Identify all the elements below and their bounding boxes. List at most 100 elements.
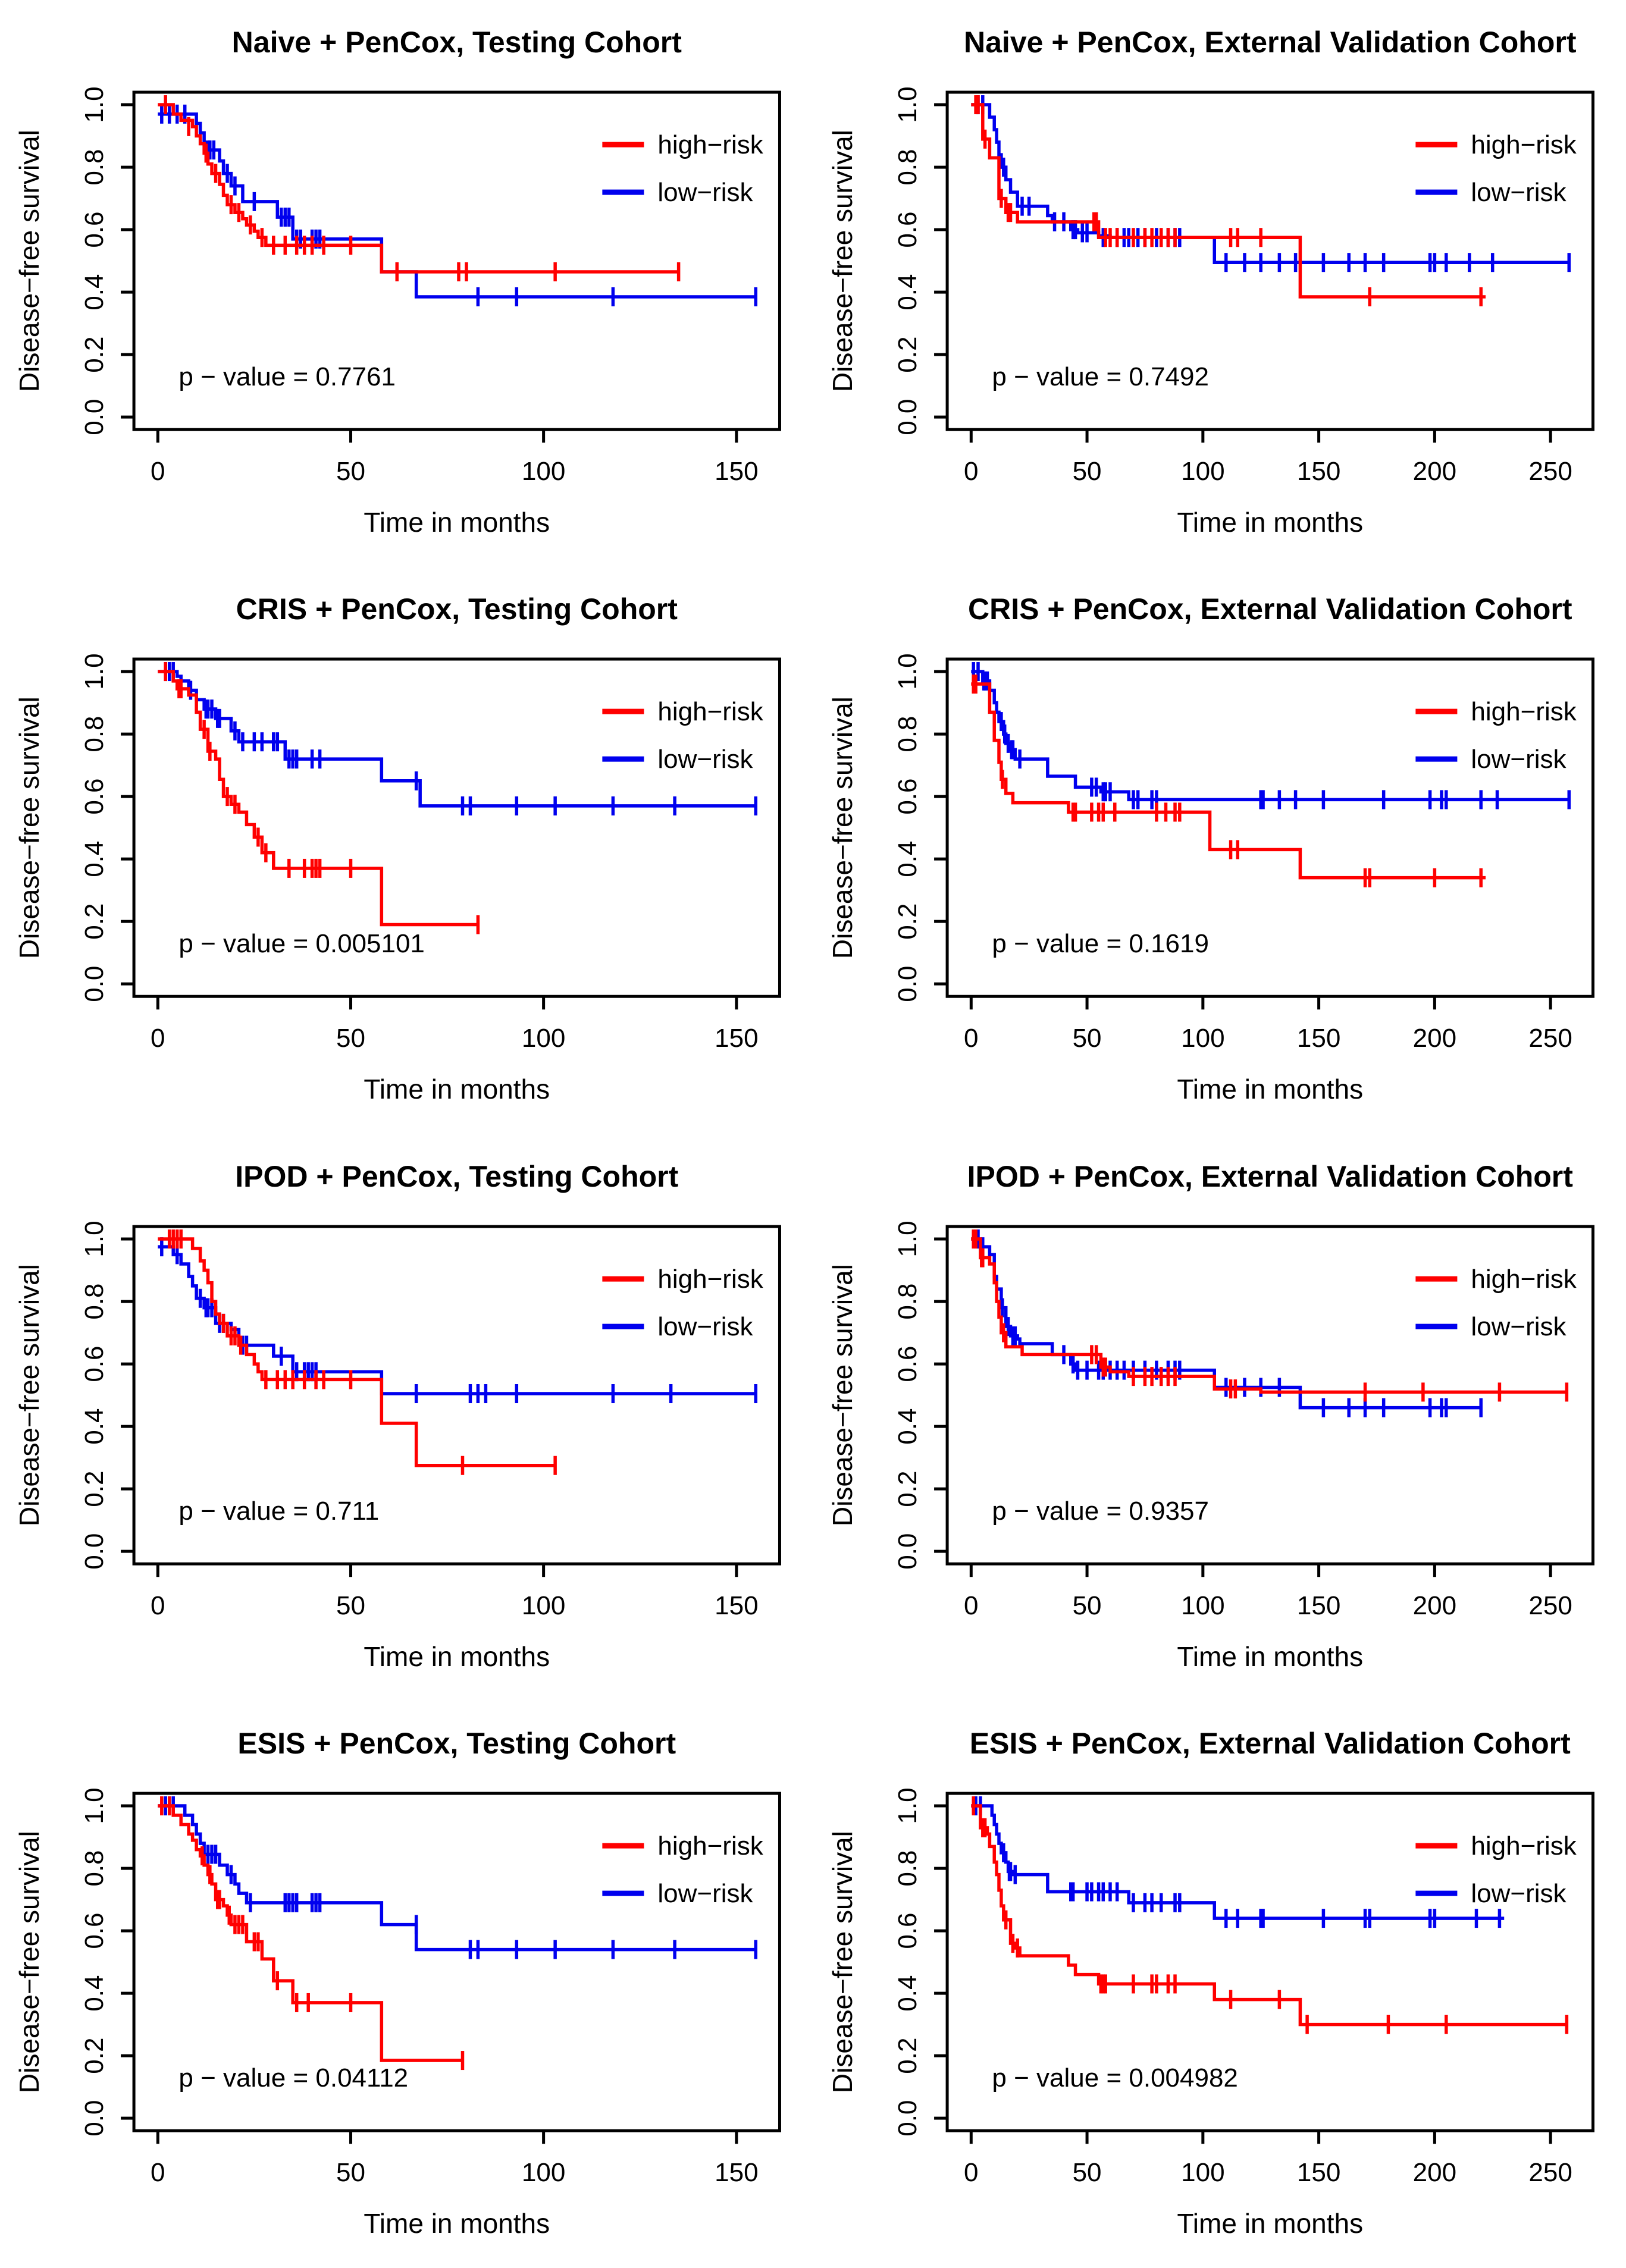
x-tick-label: 150 — [715, 1591, 758, 1620]
y-tick-label: 1.0 — [893, 1787, 922, 1824]
x-tick-label: 50 — [1072, 1024, 1101, 1053]
y-tick-label: 0.0 — [80, 399, 109, 435]
y-tick-label: 0.4 — [80, 1975, 109, 2011]
x-tick-label: 100 — [1181, 1591, 1224, 1620]
x-tick-label: 100 — [1181, 457, 1224, 486]
x-tick-label: 100 — [522, 1024, 565, 1053]
x-tick-label: 50 — [336, 1591, 365, 1620]
y-tick-label: 0.6 — [893, 779, 922, 815]
x-tick-label: 150 — [1296, 1024, 1340, 1053]
x-tick-label: 50 — [336, 457, 365, 486]
p-value-label: p − value = 0.004982 — [992, 2063, 1237, 2093]
y-tick-label: 0.0 — [893, 1533, 922, 1569]
km-plot-cris-external: CRIS + PenCox, External Validation Cohor… — [827, 592, 1594, 1105]
legend-label-high_risk: high−risk — [1471, 130, 1577, 159]
x-axis-title: Time in months — [1177, 1641, 1363, 1672]
y-tick-label: 0.2 — [80, 904, 109, 940]
x-axis-title: Time in months — [364, 507, 550, 538]
survival-curve-high_risk — [970, 1237, 1567, 1394]
x-tick-label: 0 — [151, 457, 165, 486]
km-panel-ipod-external: IPOD + PenCox, External Validation Cohor… — [813, 1134, 1626, 1701]
survival-curve-high_risk — [158, 1804, 463, 2062]
x-tick-label: 150 — [715, 2158, 758, 2187]
km-plot-ipod-external: IPOD + PenCox, External Validation Cohor… — [827, 1160, 1594, 1672]
y-tick-label: 0.8 — [893, 716, 922, 752]
x-tick-label: 0 — [964, 1024, 978, 1053]
panel-title: IPOD + PenCox, Testing Cohort — [235, 1160, 678, 1193]
survival-curve-low_risk — [970, 670, 1569, 802]
plot-box — [132, 1225, 781, 1566]
y-tick-label: 0.2 — [893, 2037, 922, 2073]
y-tick-label: 0.4 — [893, 274, 922, 310]
survival-curve-high_risk — [970, 103, 1486, 299]
km-plot-naive-testing: Naive + PenCox, Testing Cohort 0 50 100 150 0… — [14, 26, 781, 538]
x-tick-label: 0 — [151, 2158, 165, 2187]
p-value-label: p − value = 0.9357 — [992, 1497, 1209, 1526]
y-tick-label: 1.0 — [80, 86, 109, 123]
y-tick-label: 0.6 — [80, 1345, 109, 1382]
legend-label-low_risk: low−risk — [657, 178, 753, 207]
panel-title: CRIS + PenCox, Testing Cohort — [236, 592, 678, 626]
legend-label-high_risk: high−risk — [657, 130, 763, 159]
y-tick-label: 1.0 — [893, 1221, 922, 1257]
x-axis-title: Time in months — [364, 1641, 550, 1672]
survival-curve-low_risk — [970, 1804, 1504, 1920]
y-tick-label: 1.0 — [80, 1787, 109, 1824]
legend-label-high_risk: high−risk — [657, 1831, 763, 1861]
y-tick-label: 0.6 — [80, 779, 109, 815]
plot-box — [132, 90, 781, 431]
x-tick-label: 0 — [964, 457, 978, 486]
y-tick-label: 0.2 — [893, 1470, 922, 1507]
x-tick-label: 0 — [151, 1591, 165, 1620]
survival-curve-high_risk — [158, 670, 478, 927]
survival-curve-low_risk — [158, 1804, 756, 1952]
y-tick-label: 0.6 — [80, 212, 109, 248]
y-tick-label: 0.6 — [893, 212, 922, 248]
km-plot-esis-testing: ESIS + PenCox, Testing Cohort 0 50 100 150 0.… — [14, 1727, 781, 2239]
legend-label-low_risk: low−risk — [1471, 745, 1567, 774]
x-axis-title: Time in months — [1177, 507, 1363, 538]
x-axis-title: Time in months — [364, 1074, 550, 1105]
x-tick-label: 250 — [1528, 1591, 1572, 1620]
x-tick-label: 200 — [1412, 457, 1456, 486]
y-axis-title: Disease−free survival — [14, 697, 45, 959]
survival-curve-low_risk — [158, 1244, 756, 1395]
p-value-label: p − value = 0.1619 — [992, 929, 1209, 958]
p-value-label: p − value = 0.711 — [178, 1497, 379, 1526]
y-tick-label: 0.6 — [80, 1912, 109, 1949]
panel-title: IPOD + PenCox, External Validation Cohor… — [967, 1160, 1573, 1193]
y-tick-label: 0.0 — [80, 2100, 109, 2136]
x-tick-label: 150 — [1296, 1591, 1340, 1620]
panel-title: CRIS + PenCox, External Validation Cohor… — [968, 592, 1572, 626]
y-tick-label: 1.0 — [893, 86, 922, 123]
km-panel-cris-external: CRIS + PenCox, External Validation Cohor… — [813, 567, 1626, 1134]
y-axis-title: Disease−free survival — [14, 130, 45, 392]
plot-box — [132, 1792, 781, 2132]
p-value-label: p − value = 0.005101 — [178, 929, 424, 958]
x-tick-label: 100 — [522, 457, 565, 486]
legend-label-low_risk: low−risk — [657, 1879, 753, 1908]
survival-curve-high_risk — [158, 103, 679, 274]
legend-label-low_risk: low−risk — [1471, 178, 1567, 207]
y-tick-label: 0.0 — [893, 966, 922, 1002]
x-tick-label: 100 — [1181, 2158, 1224, 2187]
plot-box — [945, 1792, 1594, 2132]
y-tick-label: 0.0 — [893, 399, 922, 435]
panel-title: ESIS + PenCox, Testing Cohort — [237, 1727, 676, 1760]
y-axis-title: Disease−free survival — [14, 1264, 45, 1526]
km-plot-esis-external: ESIS + PenCox, External Validation Cohor… — [827, 1727, 1594, 2239]
x-axis-title: Time in months — [364, 2208, 550, 2239]
y-axis-title: Disease−free survival — [827, 1831, 858, 2093]
y-tick-label: 0.6 — [893, 1345, 922, 1382]
x-tick-label: 200 — [1412, 1024, 1456, 1053]
y-tick-label: 0.6 — [893, 1912, 922, 1949]
legend-label-low_risk: low−risk — [1471, 1312, 1567, 1341]
x-tick-label: 150 — [1296, 2158, 1340, 2187]
y-tick-label: 0.8 — [80, 1283, 109, 1319]
km-panel-ipod-testing: IPOD + PenCox, Testing Cohort 0 50 100 150 0.… — [0, 1134, 813, 1701]
y-tick-label: 0.2 — [80, 1470, 109, 1507]
x-tick-label: 50 — [1072, 2158, 1101, 2187]
y-tick-label: 0.2 — [893, 904, 922, 940]
x-tick-label: 200 — [1412, 2158, 1456, 2187]
